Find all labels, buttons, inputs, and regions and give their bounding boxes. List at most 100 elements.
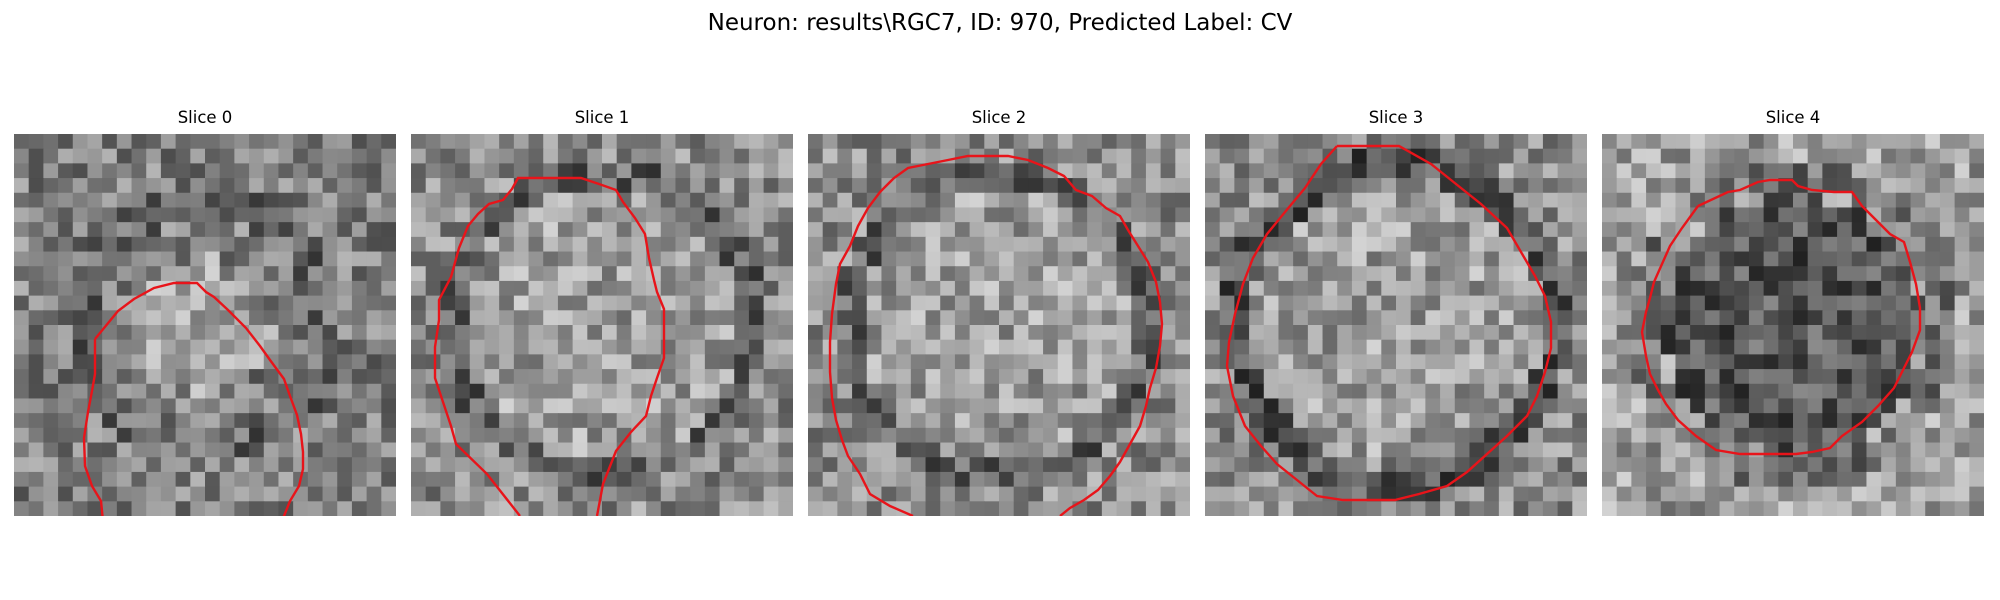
pixel bbox=[587, 193, 602, 208]
pixel bbox=[1484, 237, 1499, 252]
pixel bbox=[1646, 413, 1661, 428]
pixel bbox=[117, 222, 132, 237]
pixel bbox=[867, 369, 882, 384]
pixel bbox=[102, 384, 117, 399]
pixel bbox=[1337, 398, 1352, 413]
pixel bbox=[29, 501, 44, 516]
pixel bbox=[955, 207, 970, 222]
pixel bbox=[1646, 325, 1661, 340]
pixel bbox=[1925, 163, 1940, 178]
pixel bbox=[1072, 428, 1087, 443]
pixel bbox=[602, 310, 617, 325]
pixel bbox=[73, 222, 88, 237]
pixel bbox=[1940, 428, 1955, 443]
pixel bbox=[749, 443, 764, 458]
pixel bbox=[573, 369, 588, 384]
pixel bbox=[1558, 163, 1573, 178]
pixel bbox=[278, 252, 293, 267]
pixel bbox=[1367, 384, 1382, 399]
pixel bbox=[1043, 354, 1058, 369]
pixel bbox=[411, 222, 426, 237]
pixel bbox=[1911, 457, 1926, 472]
pixel bbox=[1205, 428, 1220, 443]
pixel bbox=[14, 340, 29, 355]
pixel bbox=[1367, 296, 1382, 311]
pixel bbox=[1528, 193, 1543, 208]
pixel bbox=[1793, 296, 1808, 311]
pixel bbox=[58, 354, 73, 369]
pixel bbox=[764, 222, 779, 237]
pixel bbox=[1131, 354, 1146, 369]
pixel bbox=[43, 163, 58, 178]
pixel bbox=[1866, 325, 1881, 340]
pixel bbox=[1234, 369, 1249, 384]
pixel bbox=[940, 487, 955, 502]
pixel bbox=[1337, 207, 1352, 222]
pixel bbox=[1558, 310, 1573, 325]
pixel bbox=[1617, 413, 1632, 428]
pixel bbox=[573, 149, 588, 164]
pixel bbox=[1337, 222, 1352, 237]
pixel bbox=[1572, 413, 1587, 428]
pixel bbox=[1499, 501, 1514, 516]
pixel bbox=[264, 413, 279, 428]
pixel bbox=[1072, 222, 1087, 237]
pixel bbox=[631, 457, 646, 472]
pixel bbox=[543, 325, 558, 340]
pixel bbox=[881, 354, 896, 369]
pixel bbox=[1602, 222, 1617, 237]
pixel bbox=[1720, 413, 1735, 428]
pixel bbox=[602, 252, 617, 267]
pixel bbox=[249, 443, 264, 458]
pixel bbox=[1749, 222, 1764, 237]
pixel bbox=[1293, 266, 1308, 281]
pixel bbox=[205, 163, 220, 178]
pixel bbox=[1734, 354, 1749, 369]
pixel bbox=[1572, 443, 1587, 458]
pixel bbox=[1352, 237, 1367, 252]
pixel bbox=[970, 384, 985, 399]
pixel bbox=[1720, 384, 1735, 399]
pixel bbox=[176, 457, 191, 472]
pixel bbox=[1822, 310, 1837, 325]
pixel bbox=[999, 222, 1014, 237]
pixel bbox=[778, 281, 793, 296]
pixel bbox=[778, 310, 793, 325]
pixel bbox=[778, 178, 793, 193]
pixel bbox=[720, 340, 735, 355]
pixel bbox=[1014, 443, 1029, 458]
pixel bbox=[661, 193, 676, 208]
pixel bbox=[573, 398, 588, 413]
pixel bbox=[29, 207, 44, 222]
pixel bbox=[293, 501, 308, 516]
pixel bbox=[426, 163, 441, 178]
pixel bbox=[470, 134, 485, 149]
pixel bbox=[1102, 252, 1117, 267]
pixel bbox=[1469, 134, 1484, 149]
pixel bbox=[1087, 296, 1102, 311]
pixel bbox=[867, 354, 882, 369]
pixel bbox=[470, 472, 485, 487]
pixel bbox=[1411, 340, 1426, 355]
pixel bbox=[1690, 178, 1705, 193]
pixel bbox=[1028, 266, 1043, 281]
pixel bbox=[1631, 384, 1646, 399]
pixel bbox=[1367, 252, 1382, 267]
pixel bbox=[499, 443, 514, 458]
pixel bbox=[1102, 369, 1117, 384]
pixel bbox=[955, 487, 970, 502]
pixel bbox=[852, 193, 867, 208]
pixel bbox=[1631, 354, 1646, 369]
pixel bbox=[499, 428, 514, 443]
pixel bbox=[1881, 443, 1896, 458]
pixel bbox=[43, 178, 58, 193]
pixel bbox=[1793, 413, 1808, 428]
pixel bbox=[146, 325, 161, 340]
pixel bbox=[1484, 193, 1499, 208]
pixel bbox=[58, 310, 73, 325]
pixel bbox=[1822, 501, 1837, 516]
pixel bbox=[1940, 487, 1955, 502]
pixel bbox=[220, 457, 235, 472]
pixel bbox=[1514, 149, 1529, 164]
pixel bbox=[1661, 487, 1676, 502]
